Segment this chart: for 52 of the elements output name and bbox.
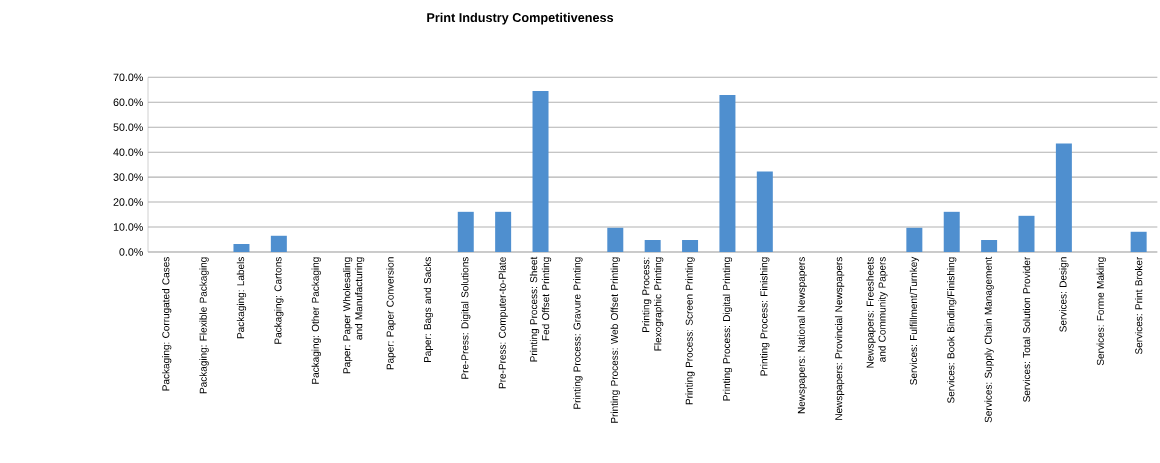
x-tick-label: Printing Process: Finishing bbox=[760, 257, 770, 376]
bar bbox=[233, 244, 250, 253]
x-tick-label: Printing Process: Gravure Printing bbox=[573, 257, 583, 409]
y-tick-label: 20.0% bbox=[113, 198, 143, 207]
x-tick-label: Printing Process: Sheet Fed Offset Printing bbox=[529, 256, 552, 362]
x-tick-label: Services: Total Solution Provider bbox=[1022, 257, 1031, 403]
x-tick-label: Paper: Paper Wholesaling and Manufacturing bbox=[342, 257, 365, 374]
x-tick-label: Printing Process: Flexographic Printing bbox=[642, 257, 664, 351]
bar bbox=[756, 171, 773, 253]
y-tick-label: 10.0% bbox=[113, 223, 143, 231]
bar bbox=[532, 91, 549, 253]
x-tick-label: Pre-Press: Digital Solutions bbox=[461, 257, 471, 379]
bar bbox=[906, 227, 923, 253]
x-tick-label: Packaging: Labels bbox=[236, 257, 247, 339]
x-tick-label: Services: Book Binding/Finishing bbox=[947, 257, 957, 404]
bar bbox=[719, 95, 736, 253]
bar bbox=[1055, 143, 1072, 253]
x-tick-label: Packaging: Corrugated Cases bbox=[162, 257, 172, 391]
x-tick-label: Newspapers: Freesheets and Community Papers bbox=[866, 257, 888, 368]
x-tick-label: Services: Design bbox=[1059, 257, 1069, 332]
x-tick-label: Services: Fulfillment/Turnkey bbox=[909, 256, 920, 385]
bar bbox=[607, 227, 624, 253]
x-tick-label: Newspapers: Provincial Newspapers bbox=[834, 257, 845, 421]
x-tick-label: Newspapers: National Newspapers bbox=[797, 257, 807, 414]
x-tick-label: Paper: Paper Conversion bbox=[386, 257, 396, 370]
y-tick-label: 30.0% bbox=[113, 173, 143, 182]
x-tick-label: Services: Supply Chain Management bbox=[984, 256, 994, 423]
x-tick-label: Paper: Bags and Sacks bbox=[423, 257, 434, 363]
bar bbox=[981, 240, 998, 253]
x-tick-label: Printing Process: Web Offset Printing bbox=[610, 257, 620, 423]
y-tick-label: 0.0% bbox=[119, 248, 143, 256]
x-tick-label: Packaging: Flexible Packaging bbox=[199, 257, 209, 394]
y-tick-label: 60.0% bbox=[113, 98, 143, 107]
x-tick-label: Printing Process: Screen Printing bbox=[685, 257, 695, 405]
bar bbox=[1018, 215, 1035, 253]
y-tick-label: 40.0% bbox=[113, 148, 143, 157]
x-tick-label: Packaging: Other Packaging bbox=[311, 257, 321, 384]
bar bbox=[270, 235, 287, 253]
x-tick-label: Printing Process: Digital Printing bbox=[722, 257, 733, 401]
bar bbox=[457, 211, 474, 253]
x-tick-label: Services: Forme Making bbox=[1096, 257, 1106, 366]
bar bbox=[943, 211, 960, 253]
x-tick-label: Services: Print Broker bbox=[1134, 257, 1143, 355]
y-tick-label: 70.0% bbox=[113, 73, 143, 82]
x-tick-label: Packaging: Cartons bbox=[274, 257, 284, 344]
bar bbox=[1130, 231, 1147, 253]
y-tick-label: 50.0% bbox=[113, 123, 143, 132]
bar bbox=[644, 240, 661, 253]
chart-title: Print Industry Competitiveness bbox=[427, 12, 614, 25]
bar bbox=[495, 211, 512, 253]
x-tick-label: Pre-Press: Computer-to-Plate bbox=[498, 257, 508, 389]
bar bbox=[682, 240, 699, 253]
